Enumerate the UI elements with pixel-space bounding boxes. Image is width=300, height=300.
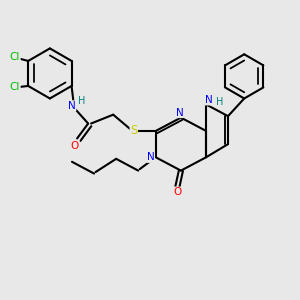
Text: O: O bbox=[71, 141, 79, 151]
Text: Cl: Cl bbox=[10, 52, 20, 62]
Text: O: O bbox=[173, 187, 181, 197]
Text: S: S bbox=[130, 124, 137, 137]
Text: Cl: Cl bbox=[10, 82, 20, 92]
Text: N: N bbox=[205, 95, 213, 105]
Text: H: H bbox=[78, 95, 85, 106]
Text: N: N bbox=[147, 152, 154, 162]
Text: N: N bbox=[176, 108, 183, 118]
Text: N: N bbox=[68, 101, 76, 111]
Text: H: H bbox=[215, 97, 223, 107]
